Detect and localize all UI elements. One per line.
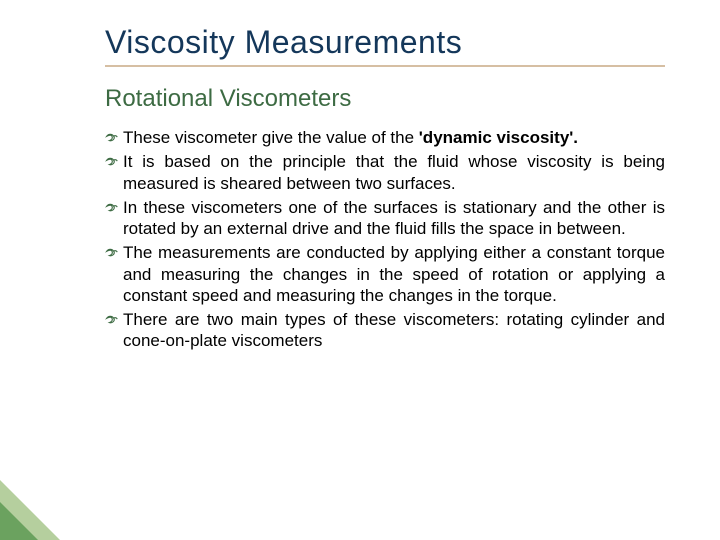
script-bullet-icon — [105, 201, 119, 215]
bullet-item: These viscometer give the value of the '… — [105, 127, 665, 148]
bullet-text-pre: The measurements are conducted by applyi… — [123, 243, 665, 305]
bullet-text-pre: There are two main types of these viscom… — [123, 310, 665, 350]
bullet-item: In these viscometers one of the surfaces… — [105, 197, 665, 240]
body-text: These viscometer give the value of the '… — [105, 127, 665, 352]
bullet-item: It is based on the principle that the fl… — [105, 151, 665, 194]
bullet-item: The measurements are conducted by applyi… — [105, 242, 665, 306]
bullet-text-pre: These viscometer give the value of the — [123, 128, 419, 147]
script-bullet-icon — [105, 313, 119, 327]
slide-container: Viscosity Measurements Rotational Viscom… — [0, 0, 720, 540]
bullet-text-bold: 'dynamic viscosity'. — [419, 128, 578, 147]
corner-decoration-icon — [0, 480, 60, 540]
bullet-text-pre: In these viscometers one of the surfaces… — [123, 198, 665, 238]
bullet-text-pre: It is based on the principle that the fl… — [123, 152, 665, 192]
slide-subtitle: Rotational Viscometers — [105, 85, 660, 113]
title-underline — [105, 65, 665, 67]
script-bullet-icon — [105, 155, 119, 169]
slide-title: Viscosity Measurements — [105, 24, 660, 61]
script-bullet-icon — [105, 131, 119, 145]
script-bullet-icon — [105, 246, 119, 260]
bullet-item: There are two main types of these viscom… — [105, 309, 665, 352]
